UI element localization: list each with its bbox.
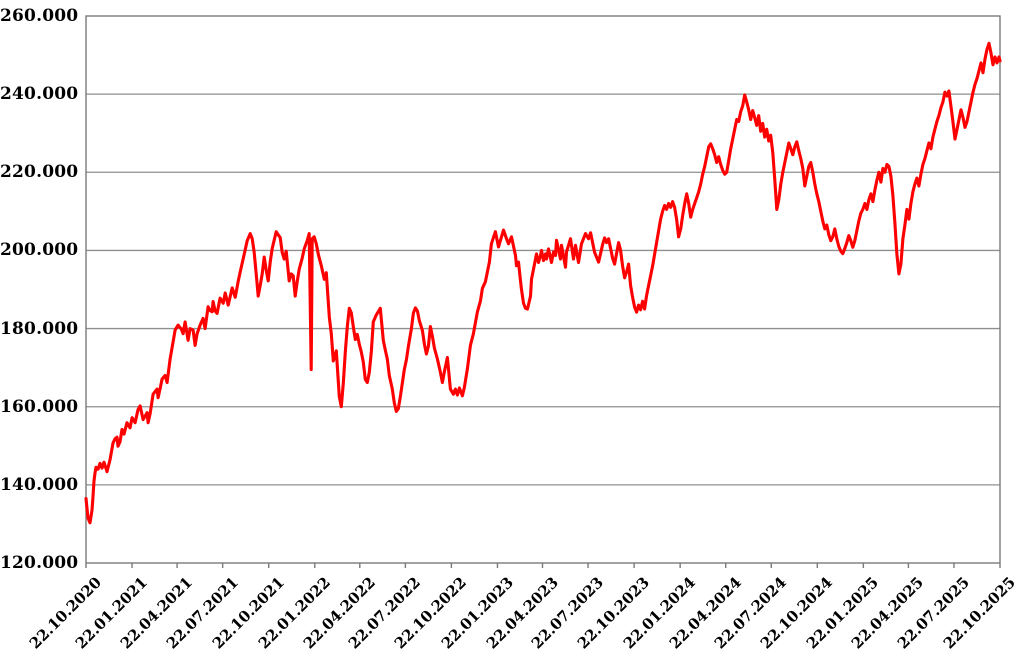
series-line — [84, 41, 1002, 525]
y-axis-label: 260.000 — [0, 6, 79, 26]
y-axis-label: 120.000 — [0, 553, 79, 573]
y-axis-label: 180.000 — [0, 318, 79, 339]
y-axis-label: 240.000 — [0, 84, 79, 105]
y-axis-label: 200.000 — [0, 240, 79, 261]
plot-border — [85, 15, 1001, 564]
y-axis-label: 160.000 — [0, 396, 79, 417]
y-axis-label: 140.000 — [0, 474, 79, 495]
y-axis-label: 220.000 — [0, 162, 79, 183]
